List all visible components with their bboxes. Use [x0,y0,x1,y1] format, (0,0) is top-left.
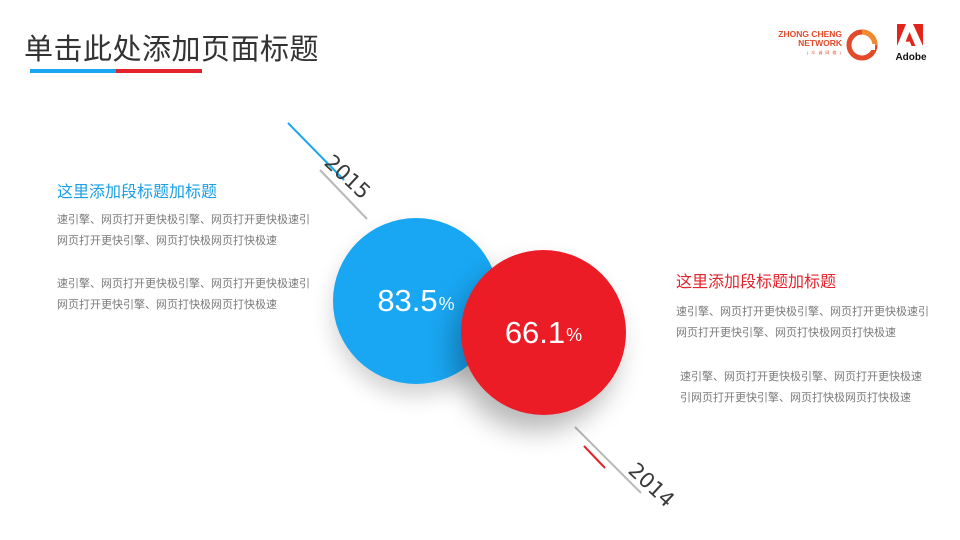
top-accent-line-gray [319,169,368,220]
percentage-unit-blue: % [438,293,455,314]
zhongcheng-subtitle: ( 众 诚 网 络 ) [806,50,842,55]
percentage-unit-red: % [566,325,583,345]
percentage-value-red: 66.1 [504,314,566,350]
bottom-accent-line-gray [574,426,642,494]
title-underline-red [116,69,202,73]
left-section-title: 这里添加段标题加标题 [57,182,218,201]
top-accent-line-blue [287,122,345,181]
percentage-value-blue: 83.5 [377,283,438,318]
zhongcheng-line1: ZHONG CHENG [778,29,842,39]
adobe-logo-label: Adobe [895,52,927,63]
zhongcheng-logo-text: ZHONG CHENG NETWORK ( 众 诚 网 络 ) [766,30,842,57]
bottom-accent-line-red [583,445,606,469]
zhongcheng-logo-icon [846,29,878,61]
zhongcheng-line2: NETWORK [798,38,842,48]
right-paragraph-1: 速引擎、网页打开更快极引擎、网页打开更快极速引网页打开更快引擎、网页打快极网页打… [676,305,929,339]
right-section-title: 这里添加段标题加标题 [676,272,837,291]
left-paragraph-2: 速引擎、网页打开更快极引擎、网页打开更快极速引网页打开更快引擎、网页打快极网页打… [57,277,310,311]
page-title: 单击此处添加页面标题 [24,32,320,66]
adobe-logo-icon [897,24,923,46]
right-paragraph-2: 速引擎、网页打开更快极引擎、网页打开更快极速引网页打开更快引擎、网页打快极网页打… [680,370,922,404]
percentage-circle-red: 66.1% [461,250,626,415]
title-underline-blue [30,69,116,73]
left-paragraph-1: 速引擎、网页打开更快极引擎、网页打开更快极速引网页打开更快引擎、网页打快极网页打… [57,213,310,247]
